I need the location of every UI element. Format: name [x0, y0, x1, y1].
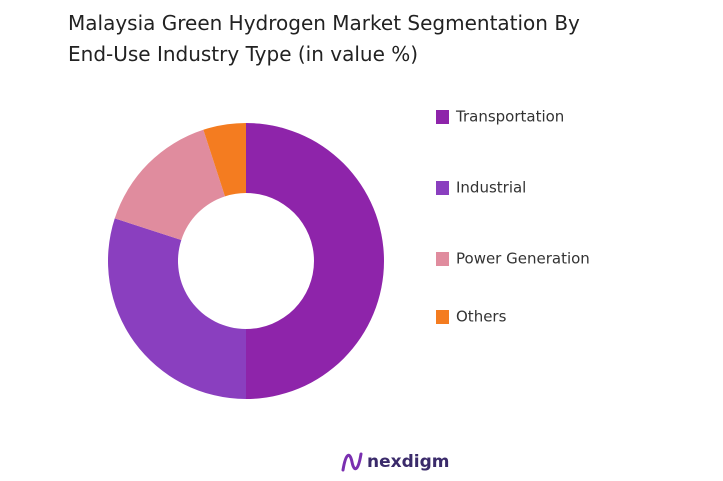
legend-label: Transportation: [455, 108, 564, 126]
legend-label: Industrial: [456, 179, 526, 197]
chart-title: Malaysia Green Hydrogen Market Segmentat…: [68, 11, 580, 66]
legend-swatch: [436, 310, 449, 324]
legend-swatch: [436, 181, 449, 195]
legend-label: Others: [456, 308, 507, 326]
brand-logo: nexdigm: [341, 452, 449, 472]
legend-label: Power Generation: [456, 250, 590, 268]
logo-icon: [341, 452, 363, 472]
donut-slice: [114, 129, 225, 240]
brand-name: nexdigm: [367, 452, 449, 472]
donut-slice: [246, 123, 384, 399]
donut-slice: [107, 218, 246, 399]
donut-slice: [203, 123, 246, 197]
legend-swatch: [436, 110, 449, 124]
legend-swatch: [436, 252, 449, 266]
